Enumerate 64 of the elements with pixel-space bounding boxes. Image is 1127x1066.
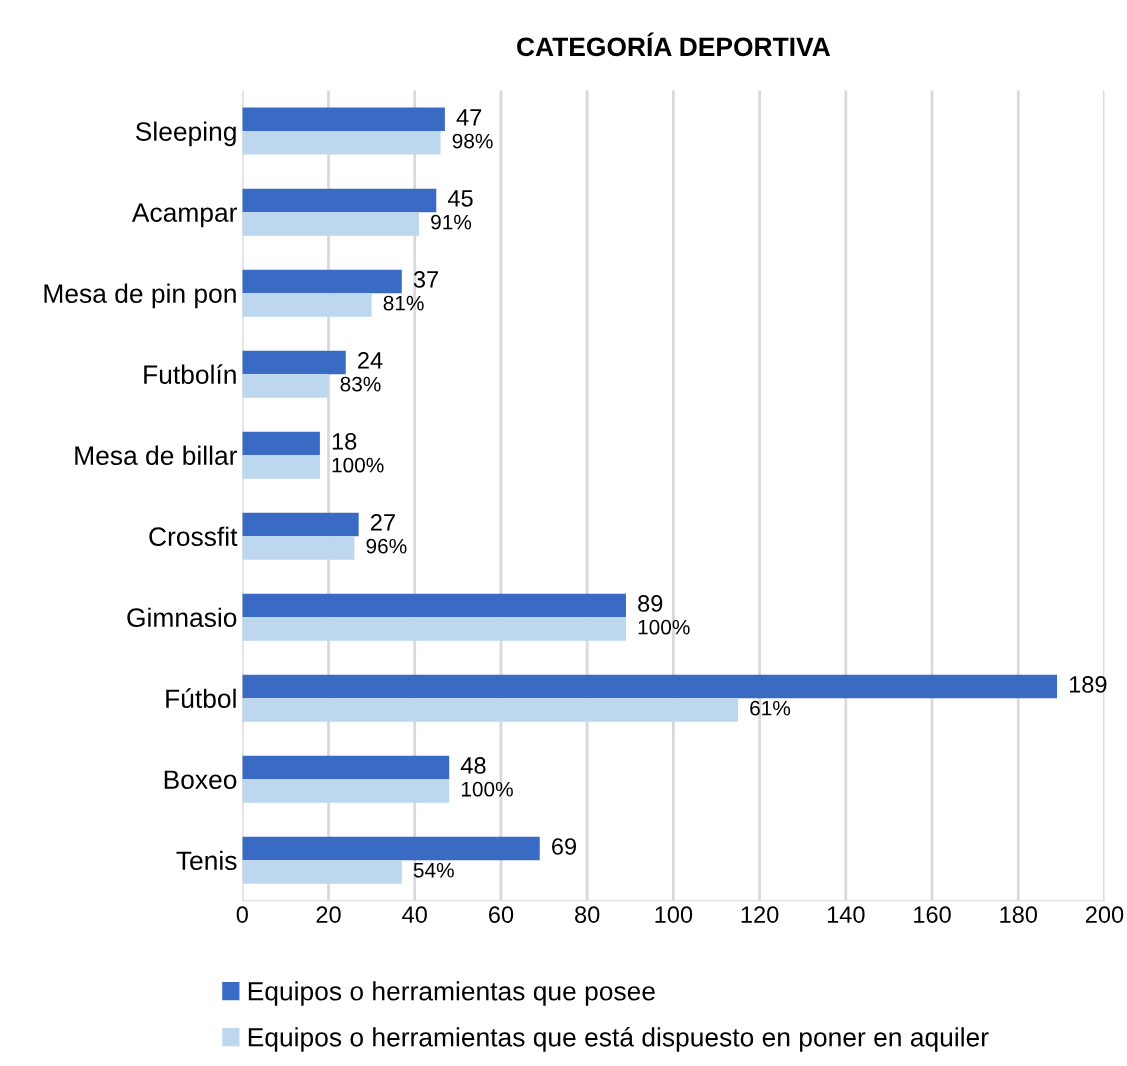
data-label: 45 [447, 190, 473, 207]
data-label: 47 [456, 109, 482, 126]
data-label: 18 [332, 433, 357, 450]
y-tick-label: Fútbol [166, 688, 236, 709]
bar [242, 212, 420, 236]
x-tick-label: 100 [655, 906, 693, 923]
y-tick-label: Tenis [176, 850, 237, 871]
bar [242, 512, 359, 537]
bar [242, 860, 402, 884]
bar [242, 293, 372, 317]
legend-label: Equipos o herramientas que posee [248, 981, 655, 1006]
x-tick-label: 60 [489, 906, 514, 923]
bar [242, 593, 626, 618]
data-label: 89 [638, 595, 663, 612]
bar [242, 779, 450, 803]
bar [242, 107, 445, 132]
x-tick-label: 0 [236, 906, 248, 923]
annotation: 83% [340, 376, 381, 392]
x-tick-label: 80 [575, 906, 600, 923]
x-tick-label: 160 [914, 906, 951, 923]
data-label: 27 [370, 514, 395, 531]
annotation: 100% [332, 457, 384, 473]
x-tick-label: 140 [827, 906, 865, 923]
y-tick-label: Mesa de pin pon [44, 283, 236, 309]
legend-label: Equipos o herramientas que está dispuesto en poner en aquiler [248, 1026, 989, 1052]
y-tick-label: Crossfit [149, 526, 238, 547]
y-tick-label: Mesa de billar [75, 445, 238, 465]
bar [242, 698, 739, 722]
bar [242, 455, 320, 479]
annotation: 91% [431, 214, 472, 230]
x-tick-label: 40 [402, 906, 427, 923]
bar [242, 674, 1058, 699]
annotation: 100% [638, 619, 690, 635]
bar [242, 131, 441, 155]
chart-title: CATEGORÍA DEPORTIVA [517, 32, 831, 57]
annotation: 100% [461, 781, 513, 797]
bar [242, 536, 355, 560]
bar [242, 617, 626, 641]
data-label: 24 [358, 352, 383, 369]
data-label: 48 [460, 757, 486, 774]
x-tick-label: 200 [1085, 906, 1124, 923]
bar [242, 431, 320, 456]
bar [242, 269, 402, 294]
x-tick-label: 120 [741, 906, 779, 923]
annotation: 96% [366, 538, 407, 554]
data-label: 69 [552, 838, 576, 855]
annotation: 98% [452, 133, 493, 149]
data-label: 189 [1069, 676, 1107, 693]
bar [242, 188, 437, 213]
bar [242, 755, 450, 780]
bar [242, 350, 346, 375]
annotation: 61% [750, 700, 791, 716]
y-tick-label: Gimnasio [127, 607, 237, 628]
annotation: 54% [413, 862, 454, 878]
y-tick-label: Acampar [131, 203, 238, 228]
annotation: 81% [383, 295, 424, 311]
y-tick-label: Futbolín [144, 364, 236, 384]
y-tick-label: Sleeping [135, 121, 236, 147]
x-tick-label: 180 [1000, 906, 1038, 923]
bar [242, 836, 540, 861]
y-tick-label: Boxeo [164, 770, 237, 790]
data-label: 37 [413, 271, 438, 288]
bar [242, 374, 329, 398]
x-tick-label: 20 [316, 906, 341, 923]
